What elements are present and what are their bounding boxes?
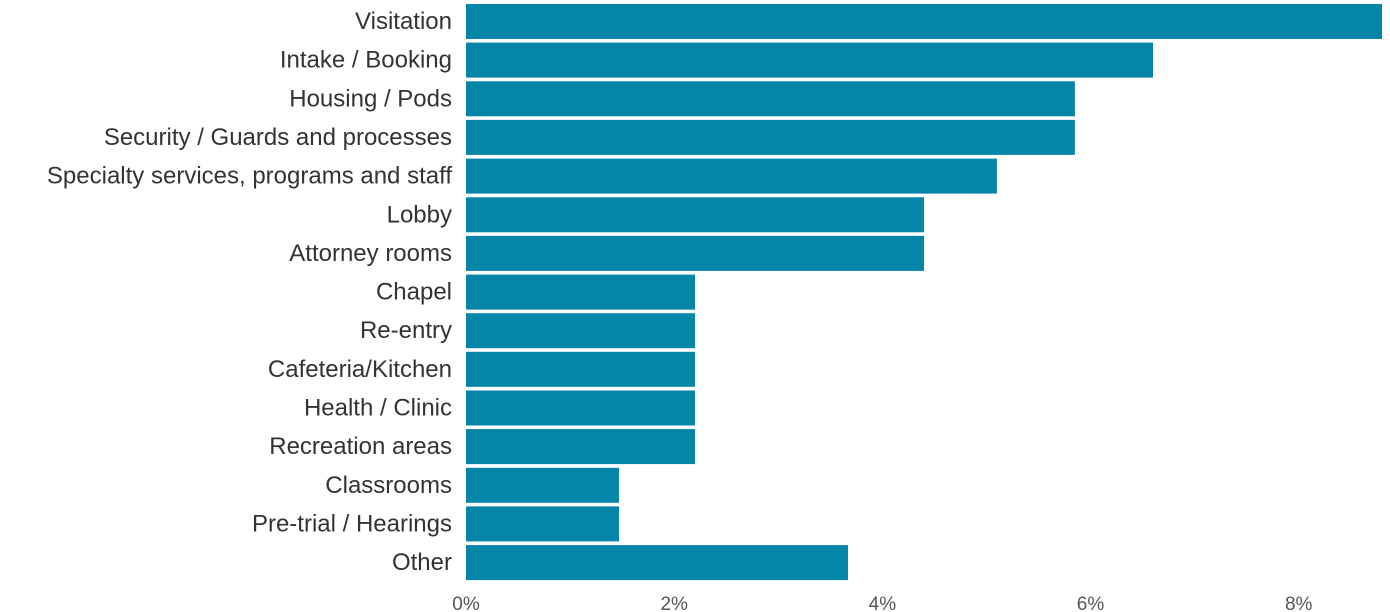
x-tick-label: 6% bbox=[1077, 594, 1105, 612]
category-label: Other bbox=[392, 549, 452, 576]
x-tick-label: 8% bbox=[1285, 594, 1313, 612]
bar bbox=[466, 43, 1153, 78]
category-label: Re-entry bbox=[360, 317, 452, 344]
category-label: Housing / Pods bbox=[289, 85, 452, 112]
bar bbox=[466, 506, 619, 541]
bar bbox=[466, 159, 997, 194]
category-label: Attorney rooms bbox=[289, 240, 452, 267]
bar bbox=[466, 545, 848, 580]
category-label: Security / Guards and processes bbox=[104, 124, 452, 151]
category-label: Pre-trial / Hearings bbox=[252, 511, 452, 538]
bars-group bbox=[466, 4, 1382, 580]
category-label: Health / Clinic bbox=[304, 395, 452, 422]
category-label: Specialty services, programs and staff bbox=[47, 163, 452, 190]
category-label: Cafeteria/Kitchen bbox=[268, 356, 452, 383]
bar bbox=[466, 352, 695, 387]
x-axis-ticks-group: 0% 2% 4% 6% 8% bbox=[452, 594, 1312, 612]
x-tick-label: 2% bbox=[660, 594, 688, 612]
x-tick-label: 0% bbox=[452, 594, 480, 612]
bar bbox=[466, 429, 695, 464]
bar bbox=[466, 391, 695, 426]
category-label: Classrooms bbox=[325, 472, 452, 499]
bar bbox=[466, 81, 1075, 116]
category-label: Lobby bbox=[387, 201, 452, 228]
category-label: Intake / Booking bbox=[280, 47, 452, 74]
category-label: Visitation bbox=[355, 8, 452, 35]
x-tick-label: 4% bbox=[869, 594, 897, 612]
bar bbox=[466, 275, 695, 310]
category-label: Chapel bbox=[376, 279, 452, 306]
bar bbox=[466, 313, 695, 348]
bar bbox=[466, 4, 1382, 39]
bar bbox=[466, 197, 924, 232]
category-labels-group: Visitation Intake / Booking Housing / Pods… bbox=[47, 8, 452, 576]
category-label: Recreation areas bbox=[269, 433, 452, 460]
bar bbox=[466, 120, 1075, 155]
bar bbox=[466, 236, 924, 271]
bar bbox=[466, 468, 619, 503]
